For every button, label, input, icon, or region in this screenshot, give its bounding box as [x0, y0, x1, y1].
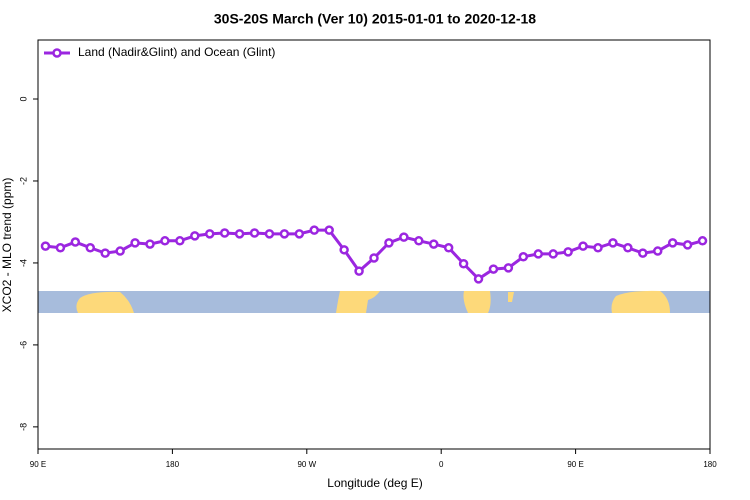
data-point [145, 239, 155, 249]
ocean-band [38, 291, 710, 313]
x-tick-label: 90 W [297, 460, 316, 469]
data-point [100, 248, 110, 258]
data-point [294, 229, 305, 239]
data-point [55, 243, 66, 253]
legend-marker [52, 48, 62, 58]
data-point [533, 249, 544, 259]
data-point [563, 247, 573, 257]
data-point [399, 232, 409, 242]
data-point [384, 238, 394, 248]
data-point [190, 231, 200, 241]
x-tick-label: 180 [703, 460, 717, 469]
land-blob [336, 291, 380, 313]
chart-title: 30S-20S March (Ver 10) 2015-01-01 to 202… [214, 11, 536, 27]
data-point [548, 249, 558, 259]
y-tick-label: -4 [18, 259, 28, 267]
data-point [503, 263, 514, 273]
data-point [130, 238, 140, 248]
y-tick-label: -8 [18, 423, 28, 431]
y-tick-label: -2 [18, 177, 28, 185]
x-tick-label: 90 E [567, 460, 583, 469]
data-point [638, 248, 648, 258]
data-point [40, 241, 51, 251]
data-point [324, 225, 334, 235]
data-point [443, 243, 454, 253]
data-point [623, 243, 633, 253]
x-axis-label: Longitude (deg E) [327, 476, 422, 490]
data-point [652, 246, 663, 256]
data-point [667, 238, 678, 248]
data-point [264, 229, 275, 239]
data-point [428, 239, 439, 249]
data-point [70, 237, 81, 247]
plot-frame [37, 39, 711, 450]
data-point [339, 245, 349, 255]
x-tick-label: 180 [166, 460, 180, 469]
land-blob [76, 291, 134, 313]
data-point [160, 236, 170, 246]
data-point [85, 243, 96, 253]
x-tick-label: 0 [439, 460, 444, 469]
data-point [593, 243, 603, 253]
data-point [219, 228, 230, 238]
y-tick-label: 0 [18, 97, 28, 102]
data-point [369, 253, 379, 263]
data-point [234, 229, 245, 239]
data-point [414, 236, 424, 246]
land-blob [611, 290, 670, 313]
data-point [518, 252, 529, 262]
data-point [608, 238, 618, 248]
data-point [115, 246, 125, 256]
data-point [697, 236, 708, 246]
data-point [473, 274, 484, 284]
data-point [578, 241, 588, 251]
data-point [249, 228, 260, 238]
data-point [204, 229, 215, 239]
data-point [682, 240, 693, 250]
data-point [488, 264, 499, 274]
y-tick-label: -6 [18, 341, 28, 349]
data-point [458, 259, 469, 269]
x-tick-label: 90 E [30, 460, 46, 469]
data-point [354, 266, 364, 276]
land-mask [38, 290, 710, 313]
legend-label: Land (Nadir&Glint) and Ocean (Glint) [78, 45, 275, 59]
data-point [279, 229, 290, 239]
land-blob [463, 291, 491, 313]
data-point [175, 236, 185, 246]
y-axis-label: XCO2 - MLO trend (ppm) [0, 178, 14, 313]
data-point [309, 225, 320, 235]
land-blob [508, 292, 514, 302]
